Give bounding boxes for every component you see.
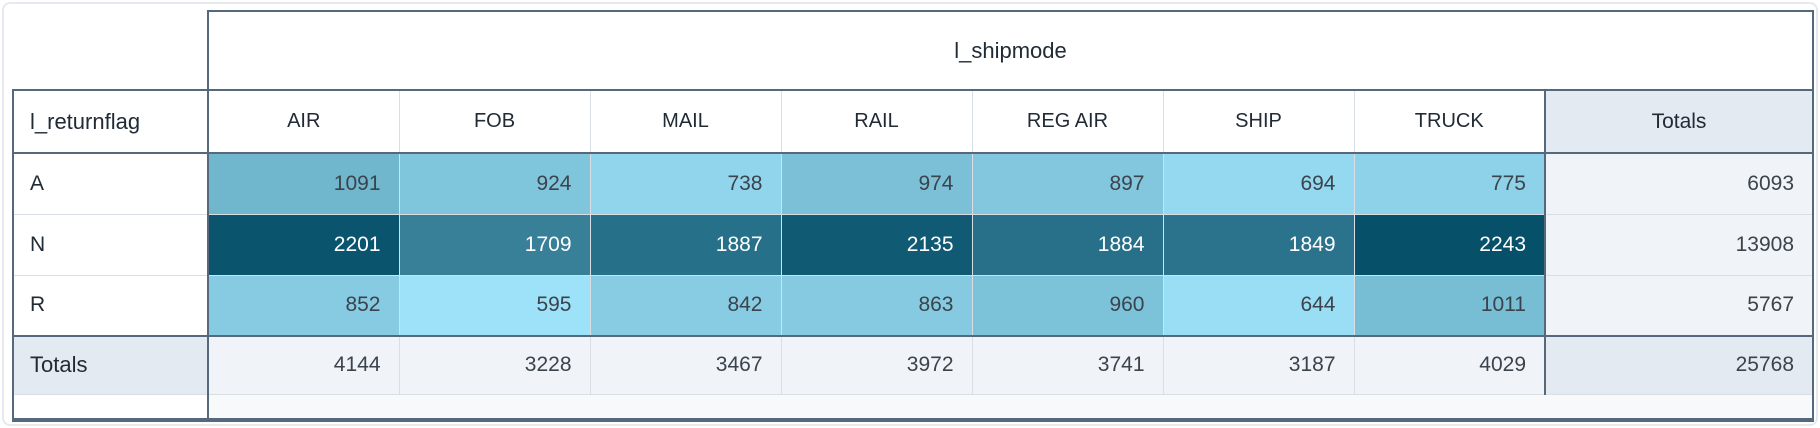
row-label[interactable]: A <box>12 152 209 215</box>
table-row-r: R 852 595 842 863 960 644 1011 5767 <box>12 274 1815 337</box>
pivot-value-cell[interactable]: 644 <box>1162 274 1355 337</box>
pivot-value-cell[interactable]: 974 <box>780 152 973 215</box>
column-header-truck[interactable]: TRUCK <box>1353 89 1546 154</box>
pivot-grid: l_shipmode l_returnflag AIR FOB MAIL RAIL RE… <box>12 10 1815 422</box>
totals-row: Totals 4144 3228 3467 3972 3741 3187 4029 25768 <box>12 335 1815 395</box>
table-row-n: N 2201 1709 1887 2135 1884 1849 2243 13908 <box>12 213 1815 276</box>
row-label[interactable]: N <box>12 213 209 276</box>
column-total-cell[interactable]: 3741 <box>971 335 1164 395</box>
column-header-air[interactable]: AIR <box>207 89 400 154</box>
row-total-cell[interactable]: 5767 <box>1543 274 1815 337</box>
totals-column-header[interactable]: Totals <box>1543 89 1815 154</box>
column-header-mail[interactable]: MAIL <box>589 89 782 154</box>
pivot-value-cell[interactable]: 595 <box>398 274 591 337</box>
grand-total-cell[interactable]: 25768 <box>1543 335 1815 395</box>
pivot-value-cell[interactable]: 842 <box>589 274 782 337</box>
column-total-cell[interactable]: 3187 <box>1162 335 1355 395</box>
pivot-value-cell[interactable]: 1709 <box>398 213 591 276</box>
totals-row-label[interactable]: Totals <box>12 335 209 395</box>
table-row-a: A 1091 924 738 974 897 694 775 6093 <box>12 152 1815 215</box>
column-dimension-header: l_shipmode <box>206 10 1815 91</box>
footer-strip <box>208 393 1815 422</box>
pivot-value-cell[interactable]: 1884 <box>971 213 1164 276</box>
column-header-fob[interactable]: FOB <box>398 89 591 154</box>
column-header-rail[interactable]: RAIL <box>780 89 973 154</box>
pivot-value-cell[interactable]: 694 <box>1162 152 1355 215</box>
pivot-value-cell[interactable]: 1011 <box>1353 274 1546 337</box>
column-header-reg-air[interactable]: REG AIR <box>971 89 1164 154</box>
row-total-cell[interactable]: 6093 <box>1543 152 1815 215</box>
footer-left-strip <box>12 393 209 422</box>
pivot-value-cell[interactable]: 897 <box>971 152 1164 215</box>
pivot-value-cell[interactable]: 1849 <box>1162 213 1355 276</box>
row-label[interactable]: R <box>12 274 209 337</box>
corner-spacer <box>13 11 208 90</box>
column-total-cell[interactable]: 3972 <box>780 335 973 395</box>
pivot-value-cell[interactable]: 960 <box>971 274 1164 337</box>
pivot-value-cell[interactable]: 2135 <box>780 213 973 276</box>
column-total-cell[interactable]: 4029 <box>1353 335 1546 395</box>
row-dimension-header: l_returnflag <box>12 89 209 154</box>
column-total-cell[interactable]: 4144 <box>207 335 400 395</box>
row-total-cell[interactable]: 13908 <box>1543 213 1815 276</box>
pivot-value-cell[interactable]: 775 <box>1353 152 1546 215</box>
column-header-ship[interactable]: SHIP <box>1162 89 1355 154</box>
pivot-value-cell[interactable]: 1091 <box>207 152 400 215</box>
pivot-value-cell[interactable]: 2243 <box>1353 213 1546 276</box>
pivot-value-cell[interactable]: 2201 <box>207 213 400 276</box>
column-total-cell[interactable]: 3228 <box>398 335 591 395</box>
pivot-value-cell[interactable]: 1887 <box>589 213 782 276</box>
column-dimension-row: l_shipmode <box>13 10 1815 91</box>
pivot-value-cell[interactable]: 852 <box>207 274 400 337</box>
pivot-value-cell[interactable]: 738 <box>589 152 782 215</box>
pivot-value-cell[interactable]: 924 <box>398 152 591 215</box>
column-total-cell[interactable]: 3467 <box>589 335 782 395</box>
footer-row <box>12 393 1815 422</box>
column-headers-row: l_returnflag AIR FOB MAIL RAIL REG AIR SHIP TR… <box>12 89 1815 154</box>
pivot-value-cell[interactable]: 863 <box>780 274 973 337</box>
